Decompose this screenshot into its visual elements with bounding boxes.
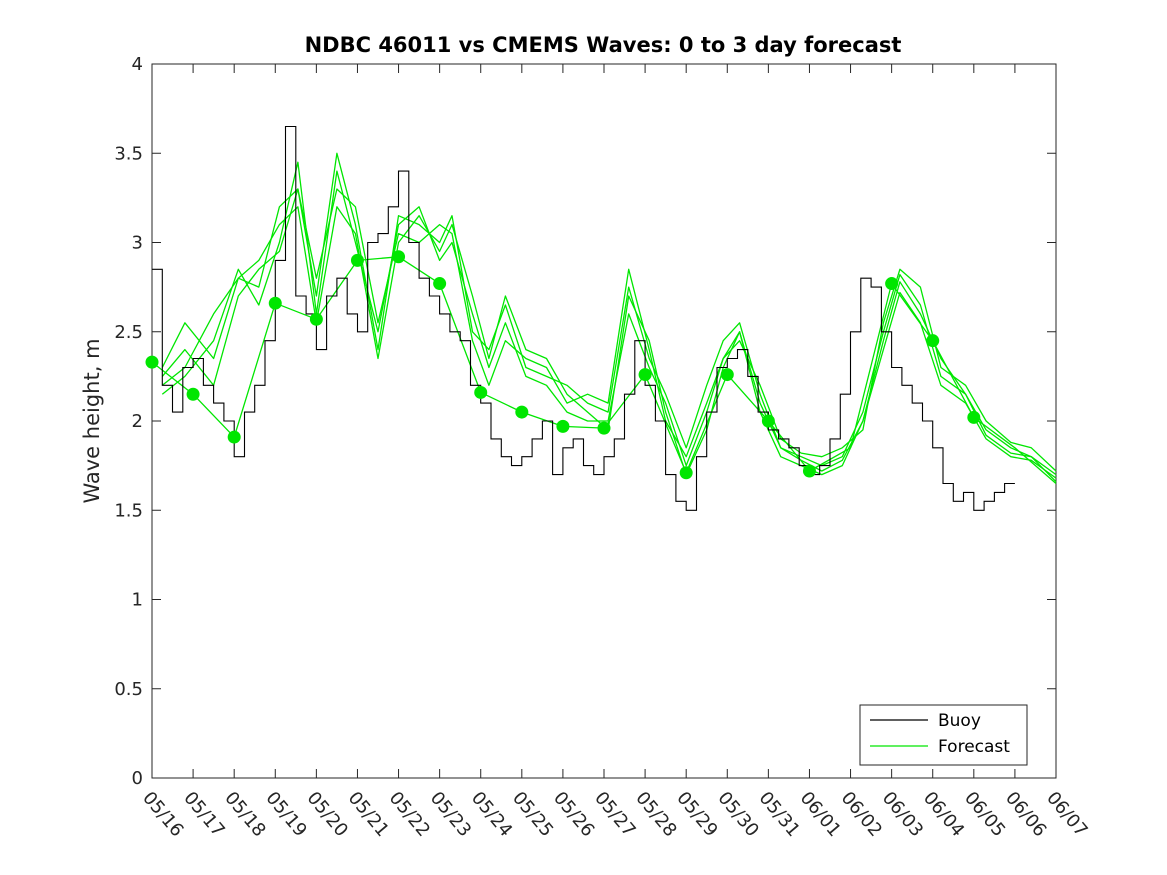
forecast-marker — [638, 368, 652, 382]
forecast-marker — [720, 368, 734, 382]
chart-title: NDBC 46011 vs CMEMS Waves: 0 to 3 day fo… — [305, 33, 902, 57]
forecast-line-2 — [161, 161, 1057, 479]
forecast-marker — [433, 277, 447, 291]
y-tick-label: 0.5 — [114, 679, 143, 700]
legend-box — [859, 704, 1028, 766]
buoy-line — [152, 125, 1015, 511]
forecast-marker — [268, 296, 282, 310]
forecast-marker — [227, 430, 241, 444]
legend-label-forecast: Forecast — [938, 737, 1010, 757]
forecast-marker — [186, 387, 200, 401]
y-axis: 0 0.5 1 1.5 2 2.5 3 3.5 4 — [114, 54, 1056, 789]
y-tick-label: 4 — [132, 54, 143, 75]
forecast-marker — [474, 385, 488, 399]
y-tick-label: 2.5 — [114, 322, 143, 343]
y-tick-label: 1.5 — [114, 500, 143, 521]
forecast-marker — [597, 421, 611, 435]
y-tick-label: 0 — [132, 768, 143, 789]
forecast-marker — [885, 277, 899, 291]
forecast-marker — [350, 253, 364, 267]
y-axis-label: Wave height, m — [80, 338, 104, 503]
forecast-marker — [145, 355, 159, 369]
y-tick-label: 3.5 — [114, 143, 143, 164]
forecast-markers — [145, 250, 981, 480]
forecast-marker — [926, 334, 940, 348]
y-tick-label: 2 — [132, 411, 143, 432]
forecast-marker — [802, 464, 816, 478]
forecast-marker — [967, 410, 981, 424]
legend: Buoy Forecast — [859, 704, 1028, 766]
forecast-marker — [515, 405, 529, 419]
y-tick-label: 3 — [132, 233, 143, 254]
forecast-marker — [761, 414, 775, 428]
legend-label-buoy: Buoy — [938, 711, 981, 731]
forecast-marker — [392, 250, 406, 264]
y-tick-label: 1 — [132, 590, 143, 611]
forecast-marker — [309, 312, 323, 326]
forecast-marker — [679, 466, 693, 480]
forecast-marker — [556, 419, 570, 433]
